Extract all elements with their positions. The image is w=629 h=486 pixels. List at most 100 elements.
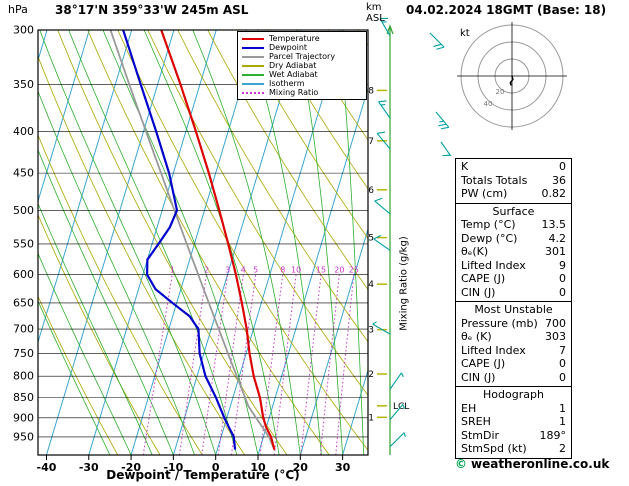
stats-panel: Surface Temp (°C) 13.5 Dewp (°C) 4.2 θₑ(K) 301… [455,202,572,302]
stat-value: 0 [559,370,566,384]
wind-barb-icon [429,32,445,50]
parcel-trajectory-curve [109,30,276,451]
stat-row: EH 1 [461,402,566,416]
temp-tick-label: -40 [37,461,57,474]
legend-item: Mixing Ratio [242,88,362,97]
stat-value: 301 [545,245,566,258]
km-tick-label: 5 [368,234,374,244]
legend-item-label: Parcel Trajectory [269,52,336,61]
stat-value: 1 [559,415,566,428]
stat-value: 0 [559,272,566,285]
stat-row: Pressure (mb) 700 [461,317,566,331]
skewt-chart: 1 2 3 4 5 8 10 15 20 2530035040045050055060065070… [0,17,409,474]
datetime-title: 04.02.2024 18GMT (Base: 18) [406,3,607,17]
x-axis-label: Dewpoint / Temperature (°C) [106,468,300,482]
legend-item: Parcel Trajectory [242,52,362,61]
stat-value: 1 [559,401,566,415]
dry-adiabat-line [357,30,368,47]
isotherm-line [299,227,368,455]
mixing-ratio-line [178,274,208,455]
km-unit-label: km [366,2,382,13]
isotherm-line [342,368,368,455]
km-tick-label: 8 [368,86,374,96]
pressure-tick-label: 350 [13,78,34,91]
stat-label: CAPE (J) [461,272,506,285]
wind-barb-icon [435,111,450,130]
mixing-ratio-line [335,274,355,455]
temp-tick-label: -10 [163,461,183,474]
pressure-tick-label: 400 [13,125,34,138]
footer: © weatheronline.co.uk [455,457,609,471]
hodograph-trace [509,75,514,86]
pressure-tick-label: 450 [13,167,34,180]
dry-adiabat-line [267,30,368,190]
pressure-tick-label: 700 [13,323,34,336]
legend-item-label: Temperature [269,34,320,43]
stat-value: 0 [559,357,566,370]
stat-label: CIN (J) [461,370,496,384]
mixing-ratio-line [300,274,322,455]
footer-site-label: weatheronline.co.uk [471,457,610,471]
isotherm-line [215,30,344,455]
wet-adiabat-line [38,90,195,455]
isotherm-line [45,30,175,455]
legend-swatch [242,91,264,94]
stat-label: CIN (J) [461,285,496,299]
stat-label: Temp (°C) [461,218,516,231]
stat-row: θₑ(K) 301 [461,245,566,259]
stat-label: Pressure (mb) [461,316,538,330]
stat-value: 303 [545,330,566,343]
temp-tick-label: -30 [79,461,99,474]
stat-row: Totals Totals 36 [461,174,566,188]
stats-panel: K 0 Totals Totals 36 PW (cm) 0.82 [455,158,572,204]
legend-item-label: Mixing Ratio [269,88,319,97]
mixing-ratio-line [273,274,297,455]
stat-row: Dewp (°C) 4.2 [461,232,566,246]
wind-barb-icon [376,131,391,150]
pressure-tick-label: 950 [13,430,34,443]
km-tick-label: 2 [368,370,374,380]
legend-item: Dewpoint [242,43,362,52]
legend-swatch [242,46,264,49]
km-tick-label: 7 [368,137,374,147]
pressure-tick-label: 850 [13,391,34,404]
asl-unit-label: ASL [366,13,385,24]
mixing-ratio-value-label: 3 [225,266,230,275]
stat-row: PW (cm) 0.82 [461,187,566,201]
stat-row: Lifted Index 7 [461,344,566,358]
stat-label: K [461,160,469,173]
mixing-ratio-value-label: 25 [349,266,359,275]
location-title: 38°17'N 359°33'W 245m ASL [55,3,249,17]
wind-barb-icon [372,321,391,335]
wind-barb-icon [379,17,391,37]
pressure-tick-label: 750 [13,347,34,360]
stat-row: θₑ (K) 303 [461,330,566,344]
pressure-tick-label: 800 [13,370,34,383]
legend-swatch [242,64,264,67]
temp-tick-label: 20 [293,461,309,474]
stat-label: Dewp (°C) [461,231,518,245]
pressure-axis-unit: hPa [8,3,28,16]
km-tick-label: 3 [368,326,374,336]
stat-label: SREH [461,415,491,428]
mixing-ratio-value-label: 5 [253,266,258,275]
isotherm-line [172,30,302,455]
stat-value: 0 [559,285,566,299]
isotherm-line [0,30,5,455]
stat-value: 4.2 [548,231,567,245]
hodograph-unit-label: kt [460,28,470,39]
temp-tick-label: 0 [212,461,220,474]
mixing-ratio-line [319,274,340,455]
stat-row: CAPE (J) 0 [461,272,566,286]
mixing-ratio-value-label: 4 [241,266,246,275]
legend-item: Temperature [242,34,362,43]
pressure-tick-label: 300 [13,24,34,37]
stat-row: CIN (J) 0 [461,371,566,385]
isotherm-line [88,30,217,455]
mixing-ratio-line [259,274,284,455]
mixing-ratio-value-label: 15 [316,266,326,275]
stat-label: EH [461,401,477,415]
mixing-ratio-value-label: 10 [291,266,301,275]
dewpoint-curve [122,30,237,450]
temp-tick-label: -20 [121,461,141,474]
